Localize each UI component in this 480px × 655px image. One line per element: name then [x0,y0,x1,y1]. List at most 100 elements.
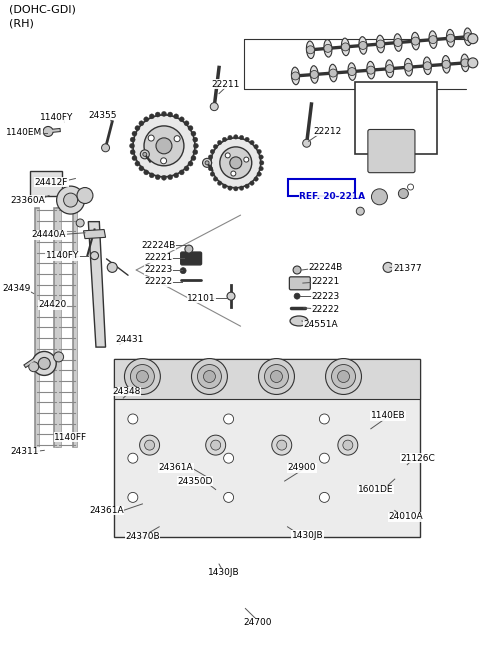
Text: 24349: 24349 [2,284,31,293]
Circle shape [76,219,84,227]
Text: (DOHC-GDI)
(RH): (DOHC-GDI) (RH) [9,4,76,28]
Circle shape [332,365,356,388]
Circle shape [211,440,221,450]
Circle shape [260,160,264,165]
Circle shape [211,138,261,188]
Circle shape [222,184,227,189]
Polygon shape [84,229,106,238]
Text: 22222: 22222 [312,305,340,314]
Text: 24361A: 24361A [89,506,124,515]
Text: 1430JB: 1430JB [208,568,240,577]
Circle shape [135,161,140,166]
Circle shape [57,186,84,214]
Circle shape [442,60,450,68]
Circle shape [136,371,148,383]
Text: 24551A: 24551A [304,320,338,329]
Text: 24412F: 24412F [35,178,68,187]
Circle shape [203,159,212,167]
Circle shape [155,112,160,117]
Text: 24348: 24348 [112,387,141,396]
Circle shape [234,135,238,139]
Ellipse shape [341,38,349,56]
Circle shape [185,245,193,253]
Circle shape [43,126,53,136]
Circle shape [91,252,98,259]
Circle shape [179,117,184,122]
Text: 22222: 22222 [144,277,172,286]
Circle shape [264,365,288,388]
Circle shape [220,147,252,179]
Circle shape [348,67,356,75]
Text: 22224B: 22224B [309,263,343,272]
FancyBboxPatch shape [289,277,310,290]
Circle shape [464,33,472,41]
Text: 21126C: 21126C [400,454,435,462]
Circle shape [188,161,193,166]
Circle shape [398,189,408,198]
Circle shape [54,352,64,362]
Circle shape [367,66,375,74]
Ellipse shape [367,62,375,79]
Text: 24370B: 24370B [125,532,160,541]
Circle shape [102,144,109,152]
Circle shape [156,138,172,154]
Circle shape [234,187,238,191]
Circle shape [408,184,414,190]
Circle shape [132,131,137,136]
Circle shape [155,175,160,179]
Circle shape [135,126,140,130]
Ellipse shape [291,67,300,84]
Ellipse shape [385,60,394,77]
Circle shape [259,358,294,394]
Circle shape [192,358,228,394]
Circle shape [161,176,167,180]
Circle shape [174,114,179,119]
Circle shape [337,371,349,383]
Circle shape [356,207,364,215]
Circle shape [224,493,234,502]
Circle shape [130,149,135,155]
Circle shape [128,453,138,463]
Ellipse shape [348,63,356,81]
Circle shape [208,155,213,159]
Circle shape [64,193,78,207]
Circle shape [130,143,134,148]
Text: 24361A: 24361A [158,464,193,472]
Text: 24900: 24900 [288,464,316,472]
Text: 24700: 24700 [243,618,272,627]
Circle shape [184,166,189,171]
Circle shape [180,268,186,274]
Circle shape [130,137,135,142]
Circle shape [179,170,184,175]
Circle shape [272,435,292,455]
Text: 1140FY: 1140FY [39,113,73,122]
Text: 1430JB: 1430JB [292,531,324,540]
Ellipse shape [429,31,437,48]
Circle shape [124,358,160,394]
Circle shape [319,453,329,463]
Text: 22223: 22223 [144,265,172,274]
Circle shape [293,266,301,274]
Circle shape [405,64,412,71]
Text: 1140EB: 1140EB [371,411,406,421]
Circle shape [325,358,361,394]
Circle shape [225,153,230,158]
Circle shape [224,414,234,424]
FancyBboxPatch shape [368,130,415,173]
Circle shape [222,138,227,141]
Circle shape [250,181,254,185]
Circle shape [161,111,167,117]
Circle shape [231,171,236,176]
Circle shape [132,156,137,160]
Ellipse shape [324,39,332,57]
Text: 1601DE: 1601DE [358,485,394,494]
Circle shape [446,34,455,42]
Ellipse shape [329,64,337,82]
Circle shape [394,39,402,47]
Circle shape [228,136,232,140]
Circle shape [161,158,167,164]
Text: 1140FY: 1140FY [46,251,79,260]
Bar [288,179,355,195]
Circle shape [133,115,195,177]
Circle shape [224,453,234,463]
